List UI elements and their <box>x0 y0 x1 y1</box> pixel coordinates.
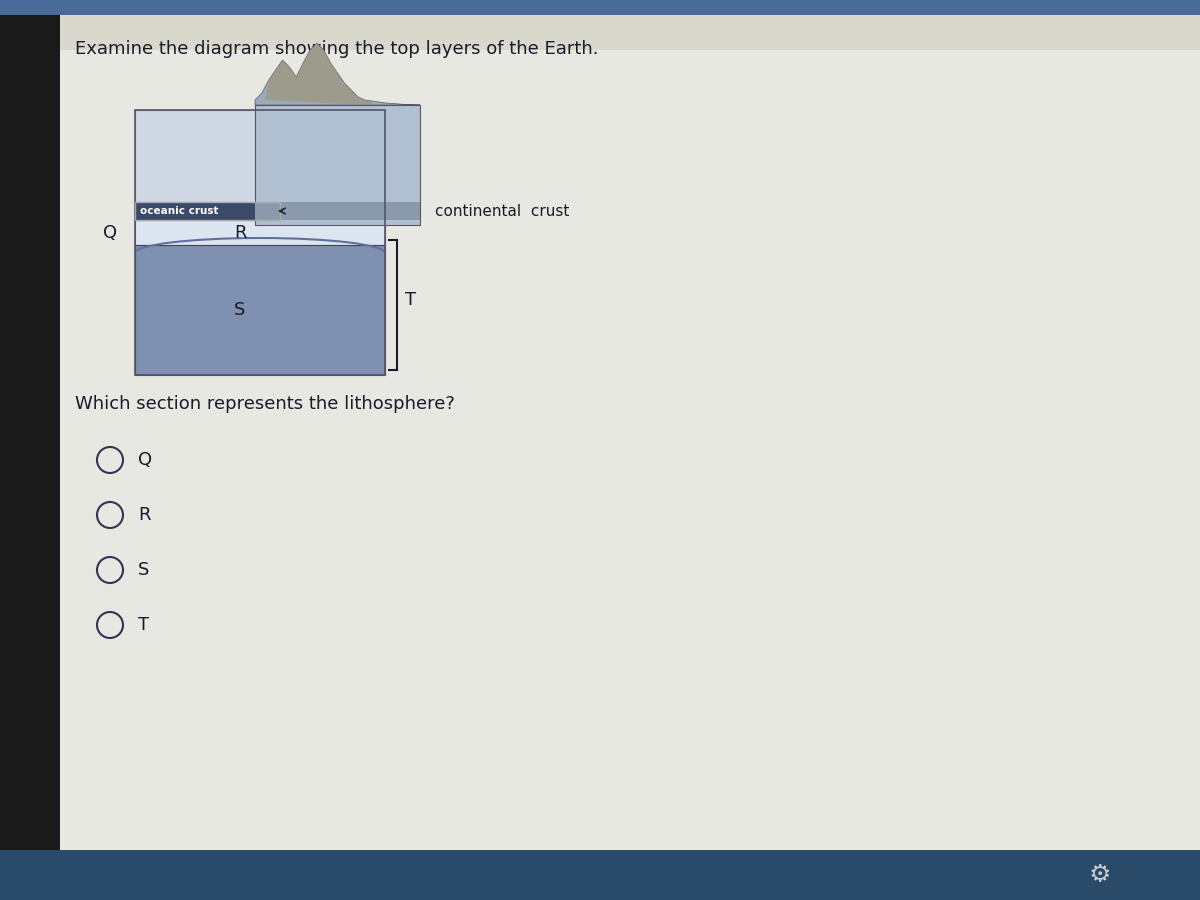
Bar <box>134 202 280 220</box>
Bar <box>254 105 420 225</box>
Bar <box>133 200 286 222</box>
Text: oceanic crust: oceanic crust <box>140 206 218 216</box>
Text: S: S <box>138 561 149 579</box>
Bar <box>60 50 1200 850</box>
Bar <box>0 850 1200 900</box>
Polygon shape <box>265 43 372 105</box>
Text: Which section represents the lithosphere?: Which section represents the lithosphere… <box>74 395 455 413</box>
Bar <box>134 110 385 202</box>
Text: T: T <box>138 616 149 634</box>
Text: S: S <box>234 301 246 319</box>
Text: Examine the diagram showing the top layers of the Earth.: Examine the diagram showing the top laye… <box>74 40 599 58</box>
Bar <box>134 220 385 245</box>
Bar <box>254 202 420 220</box>
Bar <box>134 110 385 375</box>
Bar <box>134 202 280 220</box>
Text: R: R <box>234 223 246 241</box>
Bar <box>134 245 385 375</box>
Polygon shape <box>254 43 420 105</box>
Text: Q: Q <box>138 451 152 469</box>
Text: continental  crust: continental crust <box>434 203 569 219</box>
Bar <box>0 0 1200 15</box>
Text: R: R <box>138 506 150 524</box>
Text: T: T <box>406 291 416 309</box>
Text: Q: Q <box>103 223 118 241</box>
Text: ⚙: ⚙ <box>1088 863 1111 887</box>
Bar <box>0 0 60 900</box>
